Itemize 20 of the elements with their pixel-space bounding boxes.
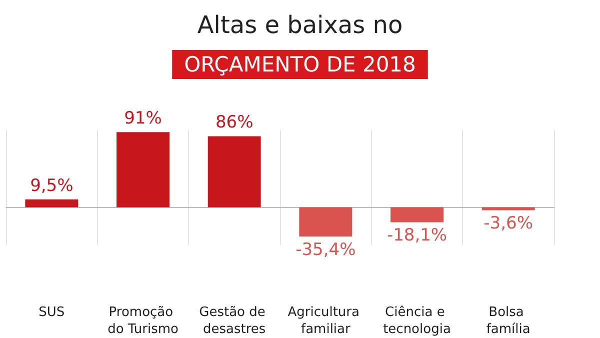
data-label: 86% bbox=[215, 112, 254, 133]
data-label: 9,5% bbox=[30, 176, 74, 196]
data-label: -35,4% bbox=[296, 240, 356, 260]
bar bbox=[208, 136, 261, 208]
data-label: -3,6% bbox=[484, 214, 533, 234]
chart-title: Altas e baixas no bbox=[197, 11, 403, 39]
bar bbox=[25, 199, 78, 208]
x-tick-label: Agricultura familiar bbox=[288, 305, 364, 337]
x-tick-label: Ciência e tecnologia bbox=[383, 305, 451, 337]
x-tick-label: Promoção do Turismo bbox=[108, 305, 178, 337]
bar bbox=[390, 207, 444, 222]
x-tick-label: Bolsa família bbox=[486, 305, 530, 337]
data-label: 91% bbox=[124, 108, 162, 129]
x-tick-label: SUS bbox=[38, 305, 65, 320]
data-label: -18,1% bbox=[386, 226, 448, 246]
chart-subtitle: ORÇAMENTO DE 2018 bbox=[184, 52, 416, 76]
bar bbox=[116, 132, 170, 208]
bar bbox=[482, 207, 535, 210]
bar bbox=[299, 207, 352, 236]
x-tick-label: Gestão de desastres bbox=[199, 305, 270, 337]
